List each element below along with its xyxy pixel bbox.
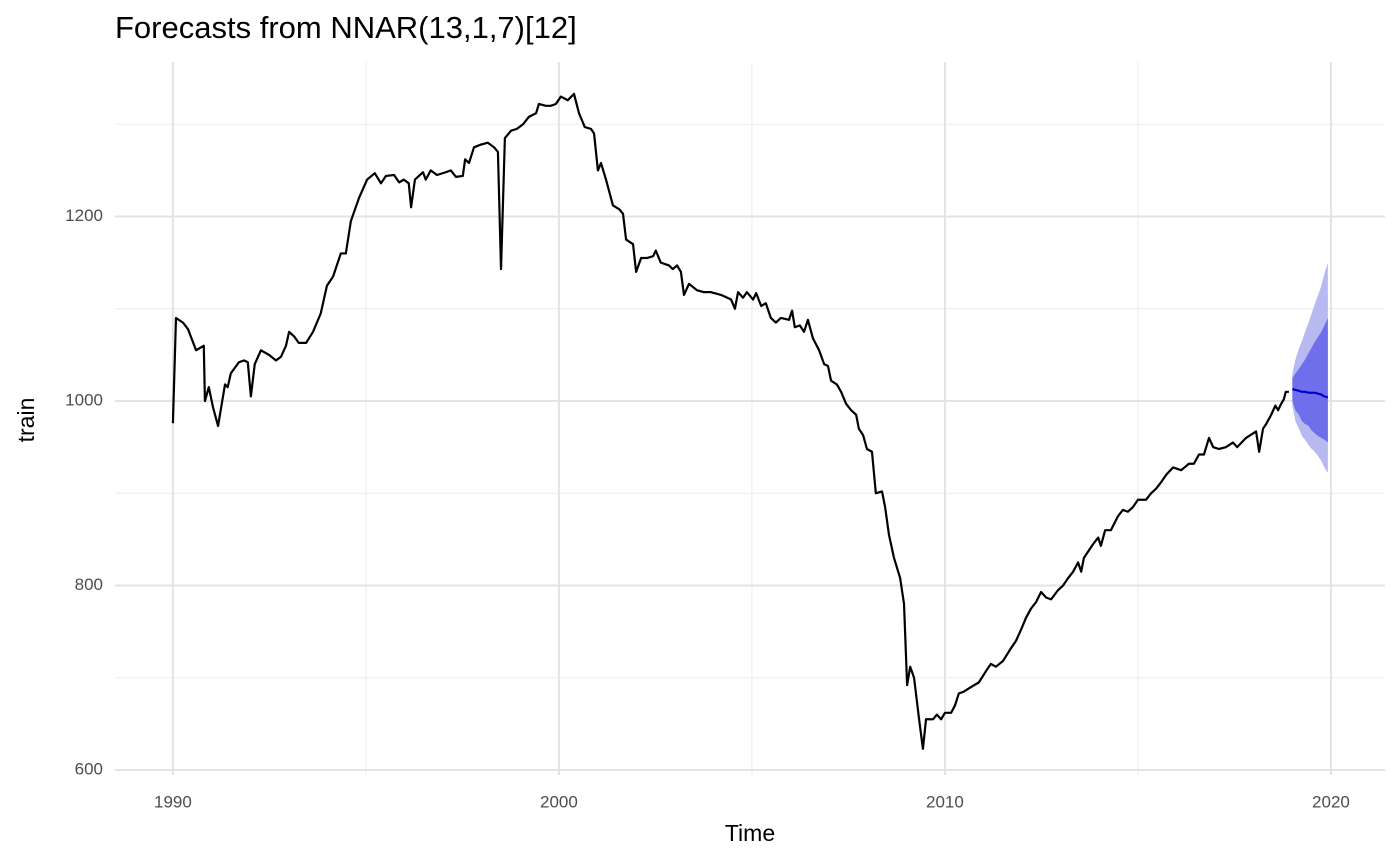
y-tick-label: 800 bbox=[75, 575, 103, 594]
x-axis-label: Time bbox=[725, 820, 775, 846]
y-tick-label: 1200 bbox=[65, 206, 103, 225]
forecast-band-80 bbox=[1292, 317, 1328, 443]
x-tick-label: 2010 bbox=[926, 792, 964, 811]
train-line bbox=[171, 92, 1289, 750]
x-tick-label: 2020 bbox=[1312, 792, 1350, 811]
x-tick-label: 1990 bbox=[154, 792, 192, 811]
x-tick-label: 2000 bbox=[540, 792, 578, 811]
y-tick-label: 600 bbox=[75, 760, 103, 779]
forecast-mean-line bbox=[1292, 387, 1329, 399]
y-axis-label: train bbox=[13, 398, 39, 443]
y-tick-label: 1000 bbox=[65, 391, 103, 410]
chart-title: Forecasts from NNAR(13,1,7)[12] bbox=[115, 10, 577, 45]
